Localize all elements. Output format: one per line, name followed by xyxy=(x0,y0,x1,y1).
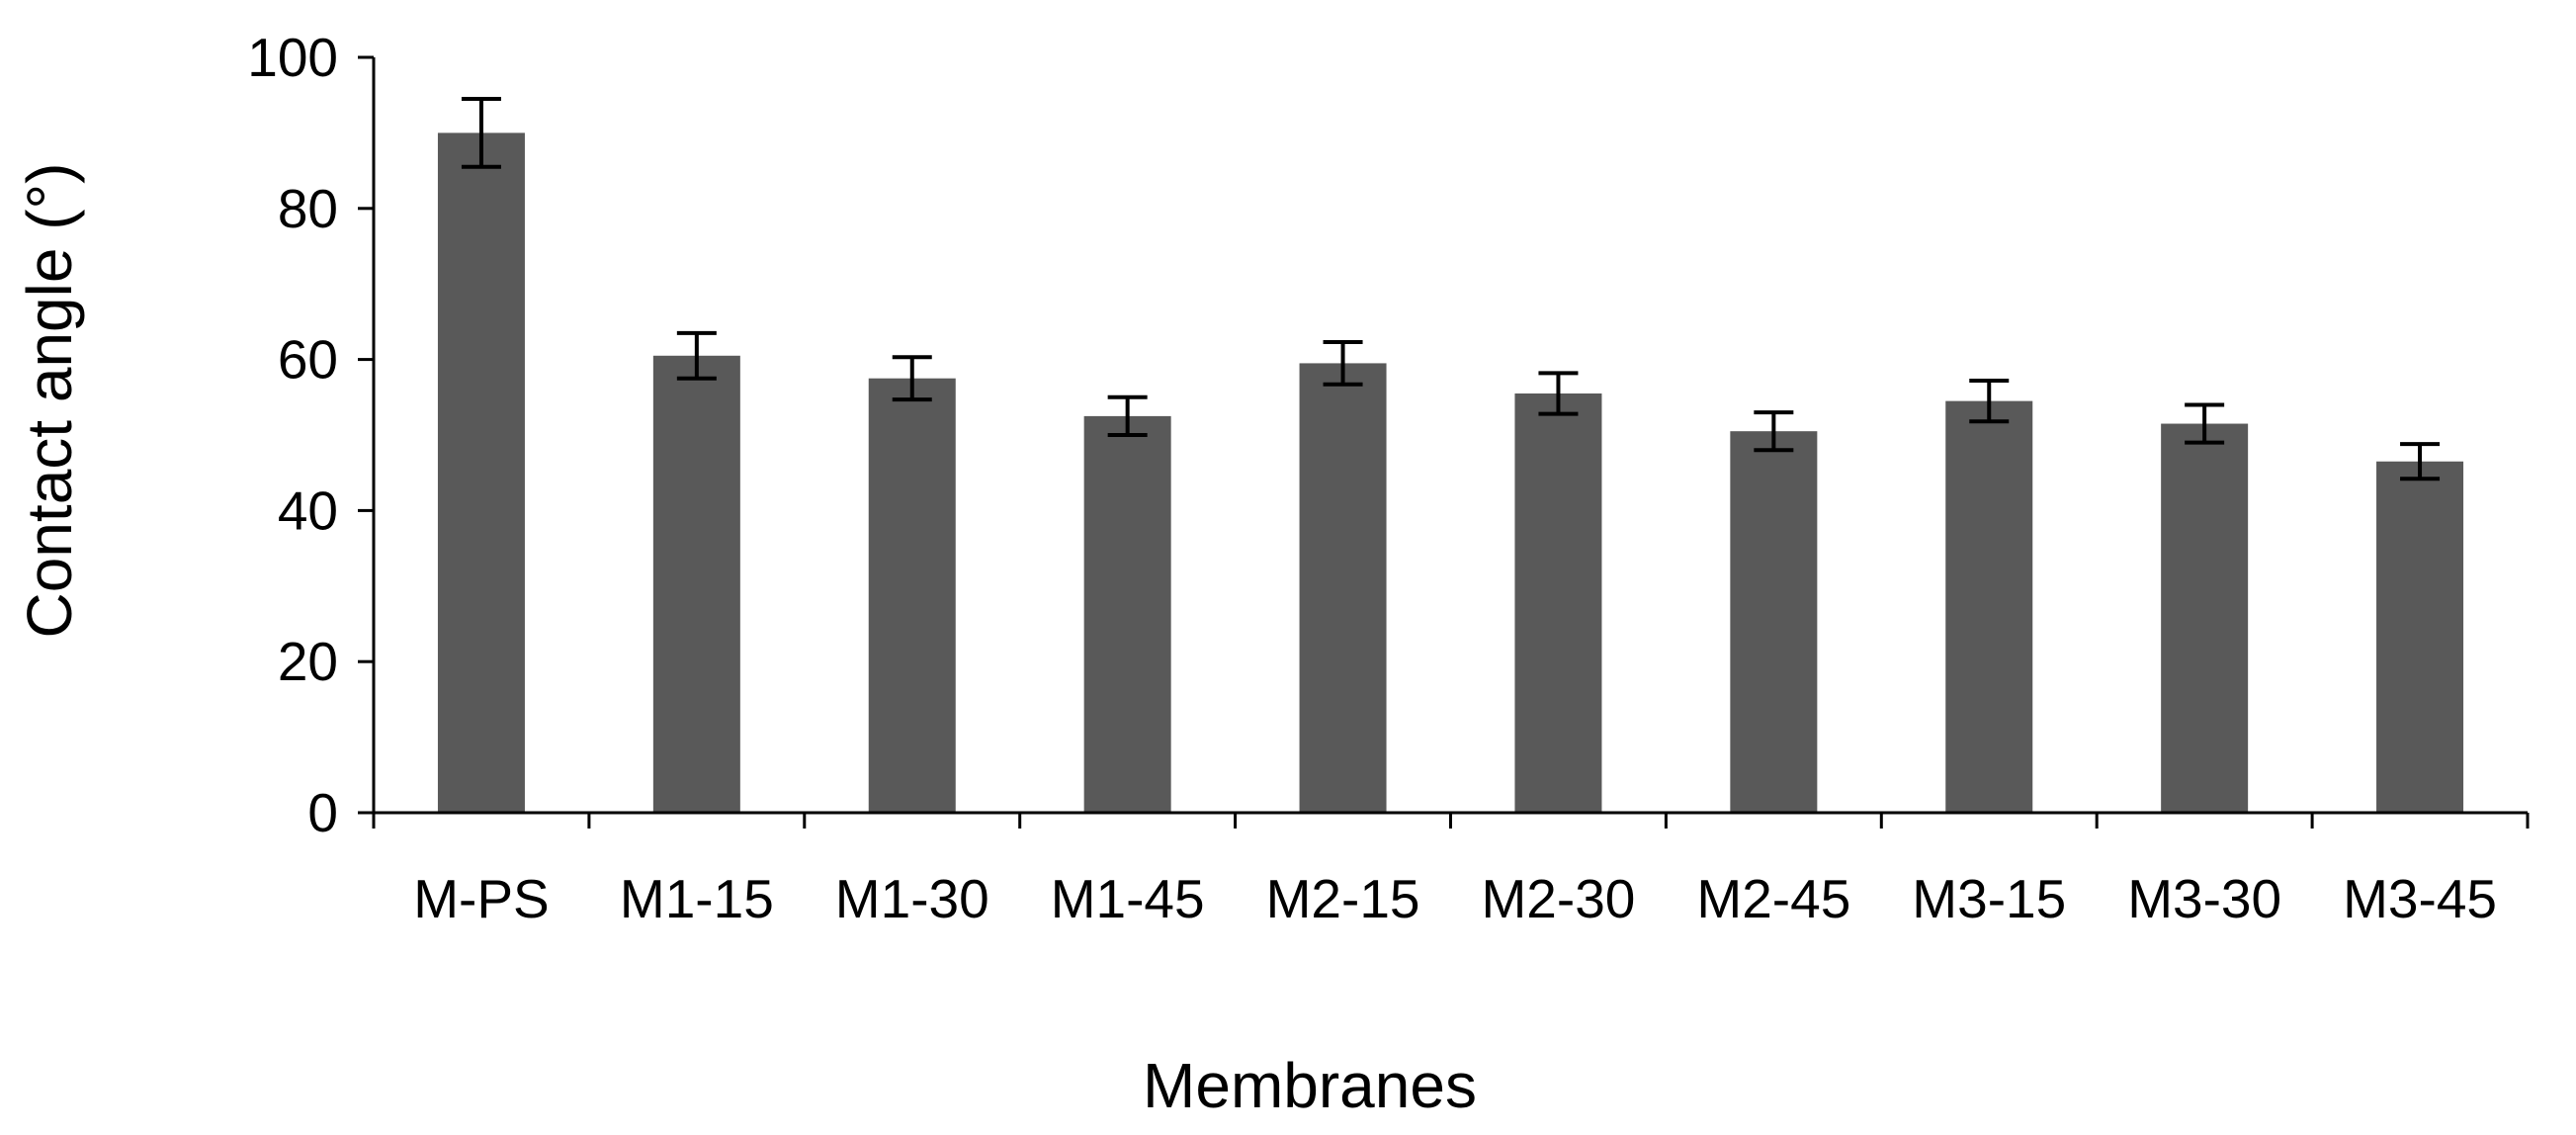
bar-M1-30 xyxy=(868,378,956,813)
error-bars-layer xyxy=(461,97,2441,481)
x-tick-label: M2-45 xyxy=(1696,868,1850,929)
y-tick-label: 40 xyxy=(278,480,338,541)
bars-layer xyxy=(437,132,2464,813)
y-axis-title: Contact angle (°) xyxy=(14,163,85,639)
x-tick-label: M1-45 xyxy=(1051,868,1205,929)
error-bar-M-PS xyxy=(461,97,501,169)
axes-layer xyxy=(358,55,2530,829)
y-tick-label: 0 xyxy=(307,782,338,843)
y-tick-label: 80 xyxy=(278,178,338,239)
bar-M3-45 xyxy=(2376,461,2464,813)
x-tick-label: M-PS xyxy=(413,868,550,929)
y-tick-label: 100 xyxy=(247,27,338,88)
error-bar-M2-30 xyxy=(1538,371,1579,416)
x-tick-label: M2-30 xyxy=(1481,868,1635,929)
error-bar-M2-15 xyxy=(1323,340,1363,387)
error-bar-M1-15 xyxy=(676,330,717,381)
x-tick-label: M3-15 xyxy=(1912,868,2066,929)
bar-M2-15 xyxy=(1299,363,1387,813)
error-bar-M1-30 xyxy=(892,355,932,402)
bar-M3-30 xyxy=(2161,423,2249,813)
bar-M-PS xyxy=(437,132,525,813)
y-tick-label: 20 xyxy=(278,631,338,692)
y-tick-label: 60 xyxy=(278,329,338,391)
error-bar-M3-45 xyxy=(2400,442,2441,481)
bar-M2-45 xyxy=(1730,431,1818,813)
bar-M1-15 xyxy=(652,355,740,813)
x-tick-label: M1-30 xyxy=(835,868,989,929)
x-tick-label: M3-30 xyxy=(2127,868,2281,929)
labels-layer: Membranes Contact angle (°) M-PS M1-15 M1-… xyxy=(14,27,2497,1121)
error-bar-M2-45 xyxy=(1754,410,1794,453)
error-bar-M3-30 xyxy=(2185,402,2225,445)
x-axis-title: Membranes xyxy=(1143,1050,1477,1121)
x-tick-label: M1-15 xyxy=(620,868,774,929)
x-tick-label: M2-15 xyxy=(1266,868,1420,929)
error-bar-M1-45 xyxy=(1107,394,1148,437)
bar-M2-30 xyxy=(1514,393,1602,813)
bar-M3-15 xyxy=(1945,400,2033,813)
error-bar-M3-15 xyxy=(1969,378,2010,424)
x-tick-label: M3-45 xyxy=(2343,868,2497,929)
bar-M1-45 xyxy=(1083,415,1171,813)
